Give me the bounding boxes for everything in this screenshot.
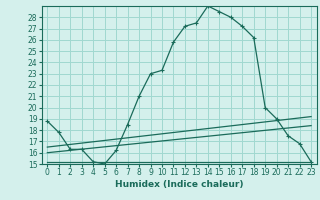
X-axis label: Humidex (Indice chaleur): Humidex (Indice chaleur) — [115, 180, 244, 189]
